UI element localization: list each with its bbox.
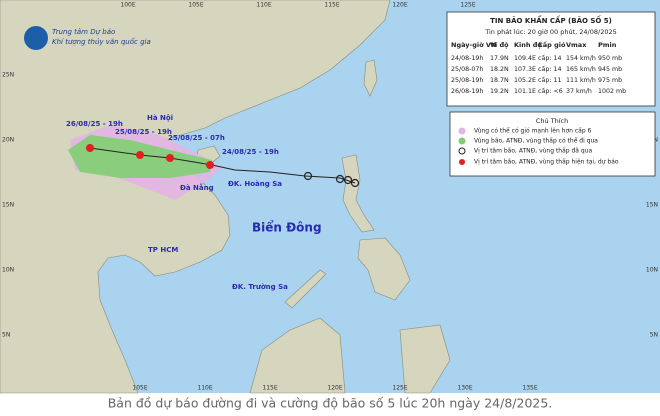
table-cell: 24/08-19h xyxy=(451,55,483,62)
table-cell: cấp: 14 xyxy=(538,54,561,62)
lon-label: 115E xyxy=(262,385,277,392)
legend-swatch xyxy=(459,159,465,165)
legend-item: Vùng bão, ATNĐ, vùng thấp có thể đi qua xyxy=(474,138,598,145)
lon-label: 115E xyxy=(324,2,339,9)
table-cell: 111 km/h xyxy=(566,77,596,84)
caption: Bản đồ dự báo đường đi và cường độ bão s… xyxy=(108,396,553,411)
table-header: Kinh độ xyxy=(514,41,542,49)
lat-label: 5N xyxy=(2,332,10,339)
table-header: Cấp gió xyxy=(538,41,566,49)
lon-label: 110E xyxy=(197,385,212,392)
lon-label: 100E xyxy=(120,2,135,9)
table-cell: 26/08-19h xyxy=(451,88,483,95)
past-position xyxy=(303,171,313,181)
forecast-time: 24/08/25 - 19h xyxy=(222,148,279,156)
agency-logo xyxy=(24,26,48,50)
borneo xyxy=(249,317,346,394)
table-cell: 945 mb xyxy=(598,66,622,73)
lat-label: 5N xyxy=(650,332,658,339)
agency-line: Trung tâm Dự báo xyxy=(52,28,115,36)
table-cell: 975 mb xyxy=(598,77,622,84)
lon-label: 110E xyxy=(256,2,271,9)
lon-label: 130E xyxy=(457,385,472,392)
bulletin-title: TIN BÃO KHẨN CẤP (BÃO SỐ 5) xyxy=(490,15,612,25)
visayas-mindanao xyxy=(357,237,411,301)
forecast-time: 26/08/25 - 19h xyxy=(66,120,123,128)
table-header: Ngày-giờ VN xyxy=(451,41,496,49)
forecast-time: 25/08/25 - 19h xyxy=(115,128,172,136)
table-cell: 109.4E xyxy=(514,55,536,62)
forecast-position xyxy=(136,151,144,159)
table-cell: 18.2N xyxy=(490,66,509,73)
legend-box xyxy=(449,111,656,177)
lon-label: 120E xyxy=(327,385,342,392)
place-label: TP HCM xyxy=(148,246,178,254)
table-cell: cấp: <6 xyxy=(538,87,563,95)
table-cell: 19.2N xyxy=(490,88,509,95)
lat-label: 15N xyxy=(646,202,658,209)
lon-label: 120E xyxy=(392,2,407,9)
table-cell: 1002 mb xyxy=(598,88,626,95)
lat-label: 10N xyxy=(2,267,14,274)
legend-item: Vị trí tâm bão, ATNĐ, vùng thấp đã qua xyxy=(474,148,593,155)
lon-label: 105E xyxy=(132,385,147,392)
table-cell: 37 km/h xyxy=(566,88,592,95)
track-line xyxy=(89,147,356,184)
table-cell: 107.3E xyxy=(514,66,536,73)
sea-label: Biển Đông xyxy=(252,220,322,235)
table-cell: cấp: 11 xyxy=(538,76,561,84)
table-cell: 950 mb xyxy=(598,55,622,62)
lon-label: 135E xyxy=(522,385,537,392)
lat-label: 25N xyxy=(2,72,14,79)
legend-swatch xyxy=(458,127,466,135)
bulletin-box xyxy=(446,11,656,107)
current-position xyxy=(206,161,214,169)
bulletin-issued: Tin phát lúc: 20 giờ 00 phút, 24/08/2025 xyxy=(484,28,617,36)
past-position xyxy=(343,175,353,185)
table-header: Vĩ độ xyxy=(490,41,509,49)
table-cell: 101.1E xyxy=(514,88,536,95)
forecast-position xyxy=(86,144,94,152)
forecast-time: 25/08/25 - 07h xyxy=(168,134,225,142)
lon-label: 125E xyxy=(460,2,475,9)
table-cell: 25/08-07h xyxy=(451,66,483,73)
table-header: Pmin xyxy=(598,41,617,49)
place-label: ĐK. Trường Sa xyxy=(232,283,288,291)
legend-swatch xyxy=(458,147,466,155)
luzon xyxy=(341,154,375,233)
table-cell: 165 km/h xyxy=(566,66,596,73)
table-cell: 17.9N xyxy=(490,55,509,62)
mainland xyxy=(0,0,391,394)
table-cell: 25/08-19h xyxy=(451,77,483,84)
past-position xyxy=(350,178,360,188)
legend-item: Vùng có thể có gió mạnh lên hơn cấp 6 xyxy=(474,128,592,135)
past-position xyxy=(335,174,345,184)
lat-label: 15N xyxy=(2,202,14,209)
table-cell: 18.7N xyxy=(490,77,509,84)
lat-label: 20N xyxy=(2,137,14,144)
legend-swatch xyxy=(458,137,466,145)
lat-label: 10N xyxy=(646,267,658,274)
place-label: Hà Nội xyxy=(147,114,173,122)
table-header: Vmax xyxy=(566,41,587,49)
table-cell: cấp: 14 xyxy=(538,65,561,73)
legend-item: Vị trí tâm bão, ATNĐ, vùng thấp hiện tại… xyxy=(474,159,619,166)
forecast-position xyxy=(166,154,174,162)
lon-label: 125E xyxy=(392,385,407,392)
lon-label: 105E xyxy=(188,2,203,9)
sulawesi xyxy=(399,324,451,394)
agency-line: Khí tượng thủy văn quốc gia xyxy=(52,38,151,46)
place-label: Đà Nẵng xyxy=(180,183,214,192)
table-cell: 154 km/h xyxy=(566,55,596,62)
place-label: ĐK. Hoàng Sa xyxy=(228,180,282,188)
taiwan xyxy=(363,59,378,97)
palawan xyxy=(284,269,327,309)
legend-title: Chú Thích xyxy=(536,117,568,125)
table-cell: 105.2E xyxy=(514,77,536,84)
